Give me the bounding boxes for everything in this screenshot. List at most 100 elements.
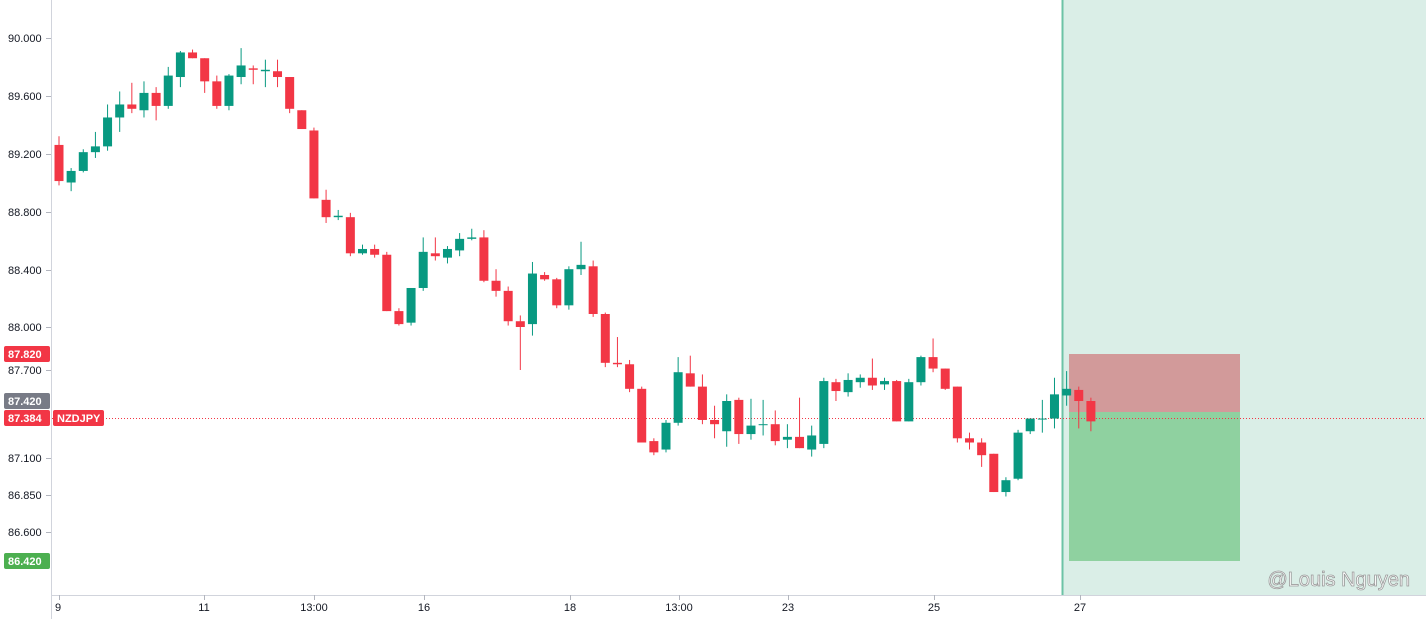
candle <box>212 75 222 109</box>
candle-body <box>163 75 173 106</box>
candle-body <box>855 377 865 383</box>
candle-body <box>977 442 987 456</box>
y-tick-label: 87.100 <box>8 453 42 465</box>
candle-body <box>685 373 695 387</box>
candle-body <box>406 287 416 323</box>
candle-body <box>552 279 562 306</box>
candle-body <box>576 264 586 270</box>
candle <box>297 110 307 130</box>
symbol-tag-bg <box>53 410 104 426</box>
candle-body <box>746 425 756 435</box>
stop-loss-zone <box>1069 354 1240 412</box>
watermark-text: @Louis Nguyen <box>1267 569 1410 591</box>
candle <box>273 59 283 88</box>
y-tick-label: 89.200 <box>8 149 42 161</box>
candle <box>673 357 683 426</box>
candle-body <box>916 357 926 383</box>
candle <box>1013 429 1023 481</box>
candle-body <box>151 92 161 106</box>
candle-body <box>831 382 841 392</box>
candle-body <box>1086 401 1096 422</box>
candle-body <box>358 248 367 254</box>
candle <box>236 48 246 85</box>
x-tick-label: 18 <box>564 602 576 614</box>
candle <box>855 374 865 388</box>
candle <box>552 277 562 309</box>
candle-body <box>892 381 902 422</box>
price-tags: 87.820 87.420 87.384 86.420 NZDJPY <box>4 346 104 569</box>
y-tick-label: 88.400 <box>8 265 42 277</box>
candle <box>442 246 452 264</box>
candle <box>1001 477 1011 497</box>
candle-body <box>54 144 64 182</box>
candle-body <box>1037 418 1047 420</box>
candle <box>1074 386 1084 429</box>
x-tick-label: 16 <box>418 602 430 614</box>
candle-body <box>345 217 355 254</box>
y-tick-label: 87.700 <box>8 365 42 377</box>
candle-body <box>673 372 683 423</box>
symbol-tag-label: NZDJPY <box>57 413 101 425</box>
candle <box>965 432 974 450</box>
candle <box>637 386 647 443</box>
candle-body <box>1013 432 1023 479</box>
candle-body <box>782 436 792 440</box>
candle-body <box>734 399 744 435</box>
candle-body <box>795 436 805 449</box>
symbol-tag: NZDJPY <box>53 410 104 426</box>
candle-body <box>260 69 270 72</box>
candle <box>418 237 428 291</box>
candle <box>90 131 100 158</box>
x-tick-label: 13:00 <box>300 602 328 614</box>
price-tag-bg <box>4 346 50 362</box>
candle-body <box>442 248 452 258</box>
candle <box>139 81 149 118</box>
candle <box>54 136 64 186</box>
candle <box>843 373 853 397</box>
candle-body <box>127 104 137 109</box>
y-tick-label: 88.800 <box>8 207 42 219</box>
candle-body <box>758 424 768 426</box>
candle <box>649 438 659 456</box>
candle <box>734 397 744 444</box>
candle-body <box>527 273 537 325</box>
candle-body <box>224 75 234 106</box>
candle-body <box>90 146 100 153</box>
candle <box>722 394 732 447</box>
candle <box>977 438 987 467</box>
candle <box>940 368 950 390</box>
candle-body <box>467 237 477 239</box>
candle <box>66 168 76 192</box>
candle-body <box>515 321 525 327</box>
x-tick-label: 27 <box>1074 602 1086 614</box>
candle-body <box>78 152 88 171</box>
candle-body <box>309 130 319 199</box>
candle-body <box>880 381 890 385</box>
y-tick-label: 86.600 <box>8 527 42 539</box>
x-tick-label: 25 <box>928 602 940 614</box>
candle <box>588 260 598 317</box>
candle <box>564 266 574 310</box>
candle-body <box>710 419 720 425</box>
candle-body <box>637 388 647 443</box>
candle <box>746 398 756 440</box>
x-tick-label: 13:00 <box>665 602 693 614</box>
candle <box>455 233 465 257</box>
candle <box>819 377 829 449</box>
candle-body <box>904 382 914 422</box>
price-tag-last-price: 87.384 <box>4 410 50 426</box>
candle <box>406 287 416 326</box>
y-tick-label: 89.600 <box>8 91 42 103</box>
candle <box>904 378 914 422</box>
price-tag-bg <box>4 553 50 569</box>
candle-body <box>649 441 659 453</box>
candle <box>370 244 380 258</box>
candle <box>467 228 477 241</box>
price-tag-take-profit: 86.420 <box>4 553 50 569</box>
candle <box>685 355 695 387</box>
candle <box>503 286 513 326</box>
candle-body <box>370 248 380 255</box>
candle <box>540 272 550 281</box>
price-tag-bg <box>4 410 50 426</box>
candle-body <box>722 401 732 432</box>
